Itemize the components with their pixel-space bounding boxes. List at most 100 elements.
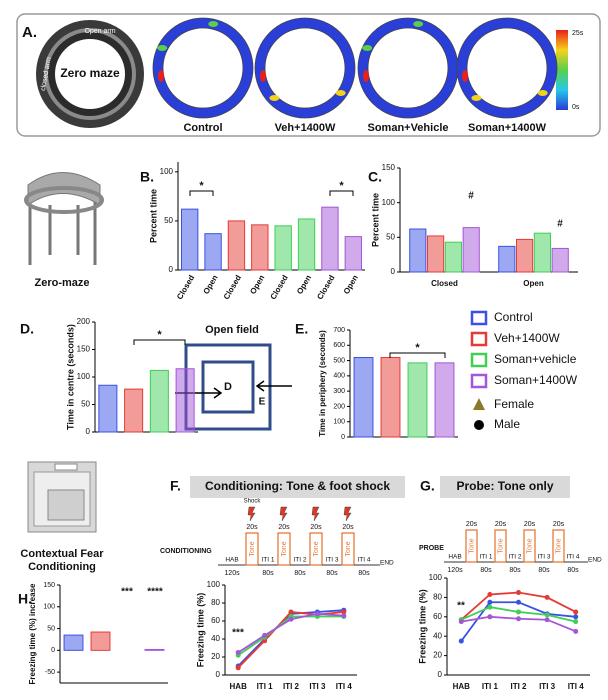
y-tick-label: 60: [211, 616, 220, 625]
bar: [181, 208, 199, 271]
x-tick-label: Closed: [315, 273, 336, 301]
y-tick-label: 60: [433, 612, 442, 621]
bar: [533, 232, 551, 273]
tone-duration: 20s: [495, 521, 507, 528]
inner-square: [201, 360, 255, 414]
bar: [551, 247, 569, 273]
point: [573, 614, 579, 620]
x-tick-label: ITI 2: [283, 682, 300, 691]
segment-duration: 80s: [567, 567, 579, 574]
colorbar-max: 25s: [572, 30, 584, 37]
tone-duration: 20s: [466, 521, 478, 528]
bar: [251, 224, 269, 271]
heat-spot: [363, 70, 369, 82]
bar: [434, 362, 455, 438]
x-tick-label: ITI 1: [482, 682, 499, 691]
heat-spot: [335, 90, 346, 96]
significance-bracket: [389, 352, 446, 358]
x-tick-label: ITI 3: [539, 682, 556, 691]
point: [544, 594, 550, 600]
series-line: [460, 601, 576, 642]
point: [544, 617, 550, 623]
point: [341, 613, 347, 619]
ring-edge: [466, 27, 548, 109]
y-tick-label: 0: [341, 434, 345, 441]
point: [573, 619, 579, 625]
y-tick-label: 40: [433, 631, 442, 640]
fear-conditioning-label: Contextual Fear Conditioning: [20, 548, 104, 573]
heatmap-label: Control: [183, 122, 222, 134]
legend-swatch: [470, 352, 488, 368]
significance-bracket: [133, 339, 186, 345]
point: [573, 609, 579, 615]
y-tick-label: 50: [47, 625, 55, 632]
shock-icon: [279, 506, 288, 522]
panel-label: A.: [22, 24, 37, 41]
panel-label: B.: [140, 169, 154, 185]
y-tick-label: 100: [160, 167, 174, 176]
y-tick-label: 400: [333, 373, 345, 380]
y-tick-label: 100: [43, 604, 55, 611]
bar: [427, 235, 445, 273]
bar: [407, 362, 428, 438]
y-axis-label: Time in periphery (seconds): [318, 330, 327, 437]
header-title: Probe: Tone only: [456, 479, 553, 493]
tone-duration: 20s: [342, 524, 354, 531]
ring-edge: [264, 27, 346, 109]
significance-label: ***: [232, 628, 244, 639]
shock-label: Shock: [244, 499, 262, 505]
bar: [227, 220, 246, 271]
arrow: [255, 380, 292, 392]
bar: [297, 218, 316, 271]
point: [314, 611, 320, 617]
y-tick-label: 0: [438, 670, 443, 679]
significance-label: #: [557, 219, 563, 230]
bar: [409, 228, 427, 273]
heatmap-ring: [358, 18, 458, 118]
y-tick-label: 150: [382, 163, 396, 172]
point: [516, 616, 521, 622]
significance-label: ****: [147, 587, 163, 598]
heat-spot: [462, 70, 468, 82]
significance-label: *: [157, 329, 162, 341]
ring-edge: [254, 17, 356, 119]
heat-spot: [260, 70, 266, 82]
y-tick-label: 100: [429, 573, 443, 582]
point: [516, 599, 521, 605]
y-tick-label: 200: [77, 317, 91, 326]
point: [262, 638, 268, 644]
tone-label: Tone: [281, 541, 288, 556]
x-tick-label: Closed: [431, 279, 458, 288]
header-title: Conditioning: Tone & foot shock: [205, 479, 390, 493]
legend-label: Soman+vehicle: [494, 352, 577, 366]
x-tick-label: Closed: [269, 273, 290, 301]
significance-label: *: [199, 180, 204, 192]
y-tick-label: 80: [433, 593, 442, 602]
segment-label: ITI 3: [325, 557, 338, 564]
segment-label: HAB: [448, 554, 461, 561]
point: [288, 616, 294, 622]
y-tick-label: 40: [211, 634, 220, 643]
segment-duration: 80s: [358, 570, 370, 577]
tone-label: Tone: [313, 541, 320, 556]
legend-label: Male: [494, 417, 520, 431]
heat-spot: [362, 45, 373, 51]
heatmap-ring: [255, 18, 355, 118]
female-marker: [473, 398, 485, 410]
significance-label: ***: [121, 587, 133, 598]
tone-label: Tone: [249, 541, 256, 556]
y-tick-label: 0: [169, 265, 174, 274]
point: [235, 665, 241, 671]
legend-swatch: [470, 373, 488, 389]
bar: [144, 648, 165, 651]
significance-bracket: [189, 190, 214, 196]
shock-icon: [247, 506, 256, 522]
y-tick-label: 600: [333, 342, 345, 349]
ring-edge: [152, 17, 254, 119]
tone-label: Tone: [345, 541, 352, 556]
heat-spot: [413, 21, 424, 27]
point: [516, 590, 521, 596]
bar: [124, 388, 144, 433]
